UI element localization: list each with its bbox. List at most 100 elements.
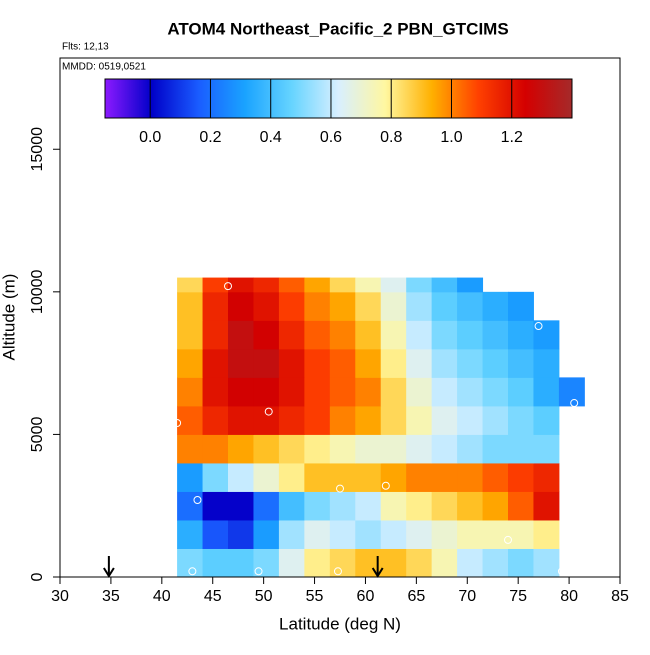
heatmap-cell	[406, 277, 433, 293]
heatmap-cell	[228, 548, 254, 578]
colorbar-tick-label: 0.8	[380, 129, 402, 146]
heatmap-cell	[533, 320, 560, 350]
x-tick-label: 35	[102, 588, 120, 605]
observation-point	[504, 535, 512, 544]
heatmap-cell	[253, 434, 280, 464]
heatmap-cell	[558, 377, 585, 407]
x-tick-label: 85	[611, 588, 629, 605]
heatmap-cell	[253, 348, 280, 378]
heatmap-cell	[253, 548, 280, 578]
heatmap-cell	[329, 348, 356, 378]
heatmap-cell	[406, 519, 433, 549]
arrow	[103, 556, 115, 578]
heatmap-cell	[304, 434, 331, 464]
heatmap-cell	[228, 348, 254, 378]
x-axis-label: Latitude (deg N)	[279, 614, 401, 633]
heatmap-cell	[202, 377, 229, 407]
heatmap-cell	[482, 462, 509, 492]
heatmap-cell	[278, 548, 305, 578]
heatmap-cell	[304, 348, 331, 378]
y-axis-label: Altitude (m)	[0, 274, 18, 361]
heatmap-cell	[278, 320, 305, 350]
heatmap-cell	[406, 320, 433, 350]
heatmap-cell	[278, 462, 305, 492]
heatmap-cell	[202, 519, 229, 549]
heatmap-cell	[431, 277, 458, 293]
heatmap-cell	[228, 491, 254, 521]
observation-point	[193, 496, 202, 505]
heatmap-cell	[457, 434, 484, 464]
colorbar-tick-label: 0.4	[260, 129, 282, 146]
heatmap-cell	[508, 377, 534, 407]
heatmap-cell	[228, 377, 254, 407]
heatmap-cell	[406, 405, 433, 435]
heatmap-cell	[431, 348, 458, 378]
heatmap-cell	[177, 548, 204, 578]
heatmap-cell	[329, 405, 356, 435]
observation-point	[570, 399, 579, 408]
heatmap-cell	[457, 548, 484, 578]
heatmap-cell	[431, 519, 458, 549]
heatmap-cell	[380, 348, 407, 378]
heatmap-cell	[533, 377, 560, 407]
heatmap-cell	[228, 320, 254, 350]
colorbar-tick-label: 0.6	[320, 129, 342, 146]
heatmap-cell	[406, 434, 433, 464]
heatmap-cell	[304, 462, 331, 492]
heatmap-cell	[177, 291, 204, 321]
observation-point	[264, 407, 273, 416]
heatmap-cell	[482, 348, 509, 378]
heatmap-cell	[202, 348, 229, 378]
observation-point	[461, 266, 470, 275]
heatmap-cell	[380, 291, 407, 321]
heatmap-cell	[508, 548, 534, 578]
x-tick-label: 60	[357, 588, 375, 605]
heatmap-cell	[329, 377, 356, 407]
heatmap-cell	[355, 462, 382, 492]
x-tick-label: 45	[204, 588, 222, 605]
heatmap-cell	[355, 405, 382, 435]
heatmap-cell	[508, 405, 534, 435]
heatmap-cell	[482, 320, 509, 350]
heatmap-cell	[406, 291, 433, 321]
heatmap-cell	[533, 348, 560, 378]
heatmap-cell	[508, 291, 534, 321]
observation-point	[254, 567, 263, 576]
heatmap-cell	[177, 277, 204, 293]
heatmap-cell	[355, 277, 382, 293]
heatmap-cell	[278, 277, 305, 293]
heatmap-cell	[533, 548, 560, 578]
heatmap-cell	[304, 377, 331, 407]
heatmap-cell	[355, 348, 382, 378]
heatmap-cell	[177, 519, 204, 549]
heatmap-cell	[533, 491, 560, 521]
heatmap-cell	[431, 291, 458, 321]
observation-point	[534, 322, 543, 331]
heatmap-cell	[228, 405, 254, 435]
heatmap-cell	[533, 434, 560, 464]
observation-point	[336, 484, 344, 493]
heatmap-cell	[508, 434, 534, 464]
heatmap-cell	[457, 348, 484, 378]
heatmap-cell	[278, 377, 305, 407]
heatmap-cell	[482, 291, 509, 321]
annotation: Flts: 12,13	[62, 42, 109, 53]
heatmap-cell	[329, 548, 356, 578]
y-tick-label: 15000	[29, 127, 46, 172]
heatmap-cell	[228, 519, 254, 549]
y-tick-label: 0	[29, 572, 46, 581]
observation-point	[333, 567, 342, 576]
heatmap-cell	[253, 320, 280, 350]
heatmap-cell	[253, 405, 280, 435]
heatmap-cell	[457, 377, 484, 407]
heatmap-cell	[278, 291, 305, 321]
heatmap-cell	[177, 462, 204, 492]
heatmap-cell	[202, 491, 229, 521]
plot-frame	[59, 57, 621, 578]
heatmap-cell	[202, 277, 229, 293]
heatmap-cell	[253, 291, 280, 321]
heatmap-cell	[380, 320, 407, 350]
heatmap-cell	[355, 377, 382, 407]
y-tick-label: 5000	[29, 417, 46, 453]
heatmap-cell	[431, 405, 458, 435]
